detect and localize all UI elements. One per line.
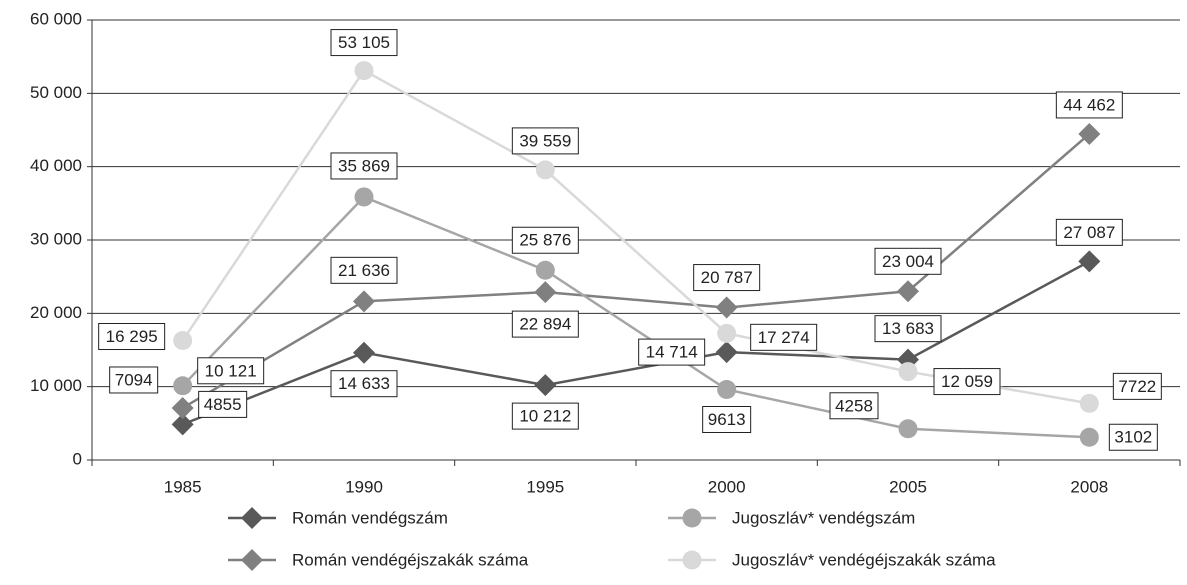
legend-marker xyxy=(682,508,702,528)
data-label: 10 121 xyxy=(205,361,257,380)
data-label: 13 683 xyxy=(882,319,934,338)
label-box xyxy=(702,406,752,434)
label-box xyxy=(330,370,398,398)
label-box xyxy=(874,247,942,275)
data-label: 27 087 xyxy=(1063,223,1115,242)
y-tick-label: 50 000 xyxy=(30,83,82,102)
data-label: 22 894 xyxy=(519,315,571,334)
data-point xyxy=(171,413,194,436)
data-point xyxy=(898,419,918,439)
data-point xyxy=(353,341,375,364)
x-tick-label: 2008 xyxy=(1070,477,1108,496)
data-label: 16 295 xyxy=(106,327,158,346)
data-label: 7722 xyxy=(1118,377,1156,396)
data-label: 7094 xyxy=(115,370,153,389)
data-label: 4855 xyxy=(204,395,242,414)
label-box xyxy=(511,402,579,430)
label-box xyxy=(511,226,579,254)
legend-label: Román vendégszám xyxy=(292,508,448,527)
series-line xyxy=(181,195,1090,439)
data-point xyxy=(173,331,193,351)
data-point xyxy=(534,374,557,397)
label-box xyxy=(638,338,706,366)
data-label: 35 869 xyxy=(338,156,390,175)
data-label: 39 559 xyxy=(519,131,571,150)
x-tick-label: 1990 xyxy=(345,477,383,496)
y-tick-label: 0 xyxy=(73,449,82,468)
x-tick-label: 2005 xyxy=(889,477,927,496)
data-point xyxy=(897,280,919,303)
label-box xyxy=(98,323,166,351)
label-box xyxy=(330,29,398,57)
x-tick-label: 2000 xyxy=(708,477,746,496)
data-point xyxy=(1079,427,1099,447)
legend-label: Jugoszláv* vendégéjszakák száma xyxy=(732,550,996,569)
y-tick-label: 10 000 xyxy=(30,376,82,395)
data-point xyxy=(715,296,738,319)
data-label: 10 212 xyxy=(519,407,571,426)
data-point xyxy=(535,260,555,280)
data-label: 14 633 xyxy=(338,374,390,393)
label-box xyxy=(933,368,1001,396)
data-point xyxy=(354,187,374,207)
data-point xyxy=(353,290,375,313)
data-label: 53 105 xyxy=(338,33,390,52)
data-point xyxy=(171,396,194,419)
data-label: 4258 xyxy=(835,396,873,415)
data-point xyxy=(534,281,557,304)
y-tick-label: 20 000 xyxy=(30,303,82,322)
label-box xyxy=(1112,372,1162,400)
legend-label: Román vendégéjszakák száma xyxy=(292,550,529,569)
x-tick-label: 1995 xyxy=(526,477,564,496)
data-point xyxy=(1079,393,1099,413)
y-tick-label: 30 000 xyxy=(30,229,82,248)
legend-marker xyxy=(682,550,702,570)
label-box xyxy=(1055,218,1123,246)
data-label: 9613 xyxy=(708,410,746,429)
label-box xyxy=(1055,91,1123,119)
legend-marker xyxy=(241,507,263,529)
label-box xyxy=(197,357,265,385)
label-box xyxy=(829,392,879,420)
legend-marker xyxy=(241,549,263,571)
label-box xyxy=(330,152,398,180)
data-point xyxy=(1078,122,1101,145)
data-point xyxy=(717,380,737,400)
data-point xyxy=(173,376,193,396)
label-box xyxy=(693,264,761,292)
data-label: 17 274 xyxy=(758,328,810,347)
label-box xyxy=(330,256,398,284)
data-label: 12 059 xyxy=(941,372,993,391)
data-point xyxy=(898,362,918,382)
data-label: 14 714 xyxy=(646,343,698,362)
data-point xyxy=(354,61,374,81)
label-box xyxy=(511,310,579,338)
series-line xyxy=(181,68,1090,405)
label-box xyxy=(511,127,579,155)
legend-label: Jugoszláv* vendégszám xyxy=(732,508,915,527)
y-tick-label: 40 000 xyxy=(30,156,82,175)
label-box xyxy=(198,390,248,418)
data-label: 25 876 xyxy=(519,231,571,250)
label-box xyxy=(750,323,818,351)
data-label: 20 787 xyxy=(701,268,753,287)
label-box xyxy=(874,315,942,343)
data-label: 44 462 xyxy=(1063,95,1115,114)
label-box xyxy=(109,366,159,394)
series-line xyxy=(182,133,1091,410)
data-point xyxy=(717,323,737,343)
y-tick-label: 60 000 xyxy=(30,9,82,28)
x-tick-label: 1985 xyxy=(164,477,202,496)
data-point xyxy=(715,341,738,364)
data-label: 21 636 xyxy=(338,261,390,280)
label-box xyxy=(1108,423,1158,451)
data-label: 23 004 xyxy=(882,252,934,271)
data-point xyxy=(535,160,555,180)
data-label: 3102 xyxy=(1114,428,1152,447)
data-point xyxy=(1078,250,1101,273)
series-line xyxy=(182,260,1090,426)
